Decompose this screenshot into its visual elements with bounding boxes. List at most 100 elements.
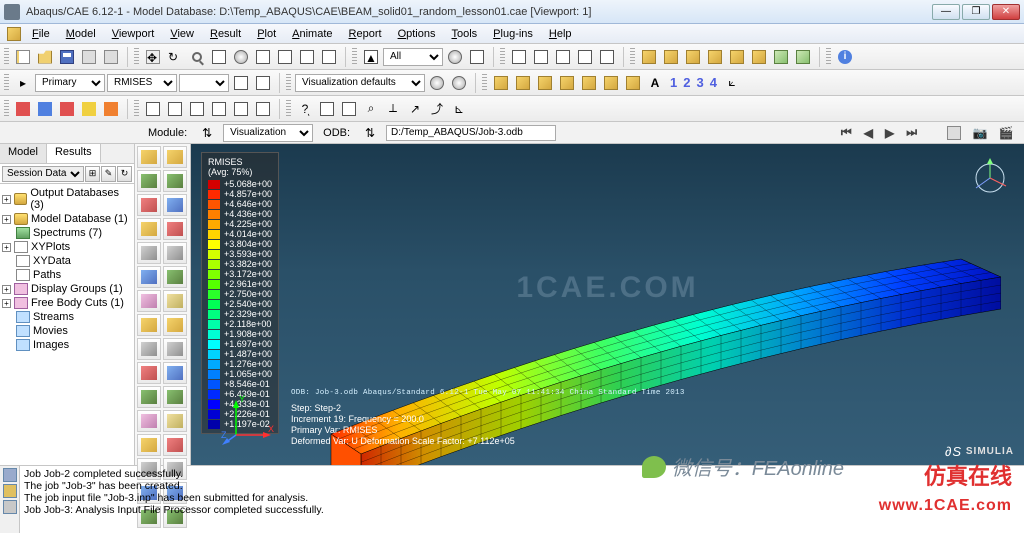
color-red[interactable] — [13, 99, 33, 119]
anim-4[interactable] — [209, 99, 229, 119]
toolbox-btn-16[interactable] — [137, 338, 161, 360]
menu-plot[interactable]: Plot — [249, 26, 284, 42]
toolbox-btn-19[interactable] — [163, 362, 187, 384]
tree-toggle[interactable]: + — [2, 215, 11, 224]
compass-icon[interactable] — [968, 156, 1012, 200]
render-4[interactable] — [705, 47, 725, 67]
var-1[interactable] — [231, 73, 251, 93]
msg-icon-1[interactable] — [3, 468, 17, 482]
view-num-2[interactable]: 2 — [680, 75, 693, 90]
toolbox-btn-6[interactable] — [137, 218, 161, 240]
menu-report[interactable]: Report — [341, 26, 390, 42]
view-num-3[interactable]: 3 — [693, 75, 706, 90]
tree-toggle[interactable]: + — [2, 285, 11, 294]
q2[interactable] — [317, 99, 337, 119]
zoom-button[interactable] — [187, 47, 207, 67]
print2-button[interactable] — [101, 47, 121, 67]
primary-select[interactable]: Primary — [35, 74, 105, 92]
color-yellow[interactable] — [79, 99, 99, 119]
view-num-4[interactable]: 4 — [707, 75, 720, 90]
toolbox-btn-10[interactable] — [137, 266, 161, 288]
menu-view[interactable]: View — [162, 26, 202, 42]
video-icon[interactable]: 🎬 — [996, 123, 1016, 143]
tree-item[interactable]: Images — [2, 338, 132, 352]
session-select[interactable]: Session Data — [2, 166, 84, 182]
tree-item[interactable]: +XYPlots — [2, 240, 132, 254]
toolbox-btn-20[interactable] — [137, 386, 161, 408]
toolbox-btn-3[interactable] — [163, 170, 187, 192]
toolbox-btn-5[interactable] — [163, 194, 187, 216]
anim-5[interactable] — [231, 99, 251, 119]
maximize-button[interactable]: ❐ — [962, 4, 990, 20]
toolbox-btn-1[interactable] — [163, 146, 187, 168]
iso-7[interactable] — [623, 73, 643, 93]
key-icon[interactable]: ⌕ — [361, 99, 381, 119]
session-btn-2[interactable]: ✎ — [101, 166, 116, 182]
printcap-1[interactable] — [944, 123, 964, 143]
toolbox-btn-18[interactable] — [137, 362, 161, 384]
vizdef-select[interactable]: Visualization defaults — [295, 74, 425, 92]
odb-chevron[interactable]: ⇅ — [360, 123, 380, 143]
iso-text[interactable]: A — [645, 73, 665, 93]
tree-item[interactable]: Paths — [2, 268, 132, 282]
color-blue[interactable] — [35, 99, 55, 119]
message-log[interactable]: Job Job-2 completed successfully.The job… — [20, 466, 1024, 533]
toolbox-btn-8[interactable] — [137, 242, 161, 264]
render-6[interactable] — [749, 47, 769, 67]
iso-4[interactable] — [557, 73, 577, 93]
frame-first[interactable]: ⏮ — [838, 125, 855, 140]
module-select[interactable]: Visualization — [223, 124, 313, 142]
odb-field[interactable]: D:/Temp_ABAQUS/Job-3.odb — [386, 125, 556, 141]
tab-results[interactable]: Results — [47, 144, 101, 163]
session-btn-1[interactable]: ⊞ — [85, 166, 100, 182]
viz-2[interactable] — [449, 73, 469, 93]
toolbox-btn-0[interactable] — [137, 146, 161, 168]
rmises-select[interactable]: RMISES — [107, 74, 177, 92]
primary-chevron[interactable]: ▸ — [13, 73, 33, 93]
toolbox-btn-21[interactable] — [163, 386, 187, 408]
view-3[interactable] — [297, 47, 317, 67]
toolbox-btn-12[interactable] — [137, 290, 161, 312]
tree-item[interactable]: +Output Databases (3) — [2, 186, 132, 212]
frame-next[interactable]: ▶ — [882, 126, 897, 140]
tab-model[interactable]: Model — [0, 144, 47, 163]
layout-2[interactable] — [531, 47, 551, 67]
q7[interactable]: ⊾ — [449, 99, 469, 119]
toolbox-btn-7[interactable] — [163, 218, 187, 240]
msg-icon-2[interactable] — [3, 484, 17, 498]
layout-3[interactable] — [553, 47, 573, 67]
menu-plug-ins[interactable]: Plug-ins — [485, 26, 541, 42]
layout-5[interactable] — [597, 47, 617, 67]
toolbox-btn-14[interactable] — [137, 314, 161, 336]
iso-5[interactable] — [579, 73, 599, 93]
module-chevron[interactable]: ⇅ — [197, 123, 217, 143]
render-7[interactable] — [771, 47, 791, 67]
menu-tools[interactable]: Tools — [443, 26, 485, 42]
frame-last[interactable]: ⏭ — [903, 125, 920, 140]
toolbox-btn-17[interactable] — [163, 338, 187, 360]
select-all[interactable]: All — [383, 48, 443, 66]
tree-item[interactable]: +Model Database (1) — [2, 212, 132, 226]
tree-item[interactable]: Spectrums (7) — [2, 226, 132, 240]
q1[interactable]: ?ͅ — [295, 99, 315, 119]
q3[interactable] — [339, 99, 359, 119]
view-4[interactable] — [319, 47, 339, 67]
tree-item[interactable]: +Free Body Cuts (1) — [2, 296, 132, 310]
tree-toggle[interactable]: + — [2, 195, 11, 204]
toolbox-btn-9[interactable] — [163, 242, 187, 264]
anim-6[interactable] — [253, 99, 273, 119]
session-btn-3[interactable]: ↻ — [117, 166, 132, 182]
tree-item[interactable]: Streams — [2, 310, 132, 324]
layout-4[interactable] — [575, 47, 595, 67]
anim-2[interactable] — [165, 99, 185, 119]
axis-icon[interactable]: ⟀ — [722, 73, 742, 93]
render-3[interactable] — [683, 47, 703, 67]
new-button[interactable] — [13, 47, 33, 67]
iso-1[interactable] — [491, 73, 511, 93]
component-select[interactable] — [179, 74, 229, 92]
minimize-button[interactable]: — — [932, 4, 960, 20]
camera-icon[interactable]: 📷 — [970, 123, 990, 143]
view-num-1[interactable]: 1 — [667, 75, 680, 90]
q4[interactable]: ⟂ — [383, 99, 403, 119]
menu-animate[interactable]: Animate — [284, 26, 340, 42]
